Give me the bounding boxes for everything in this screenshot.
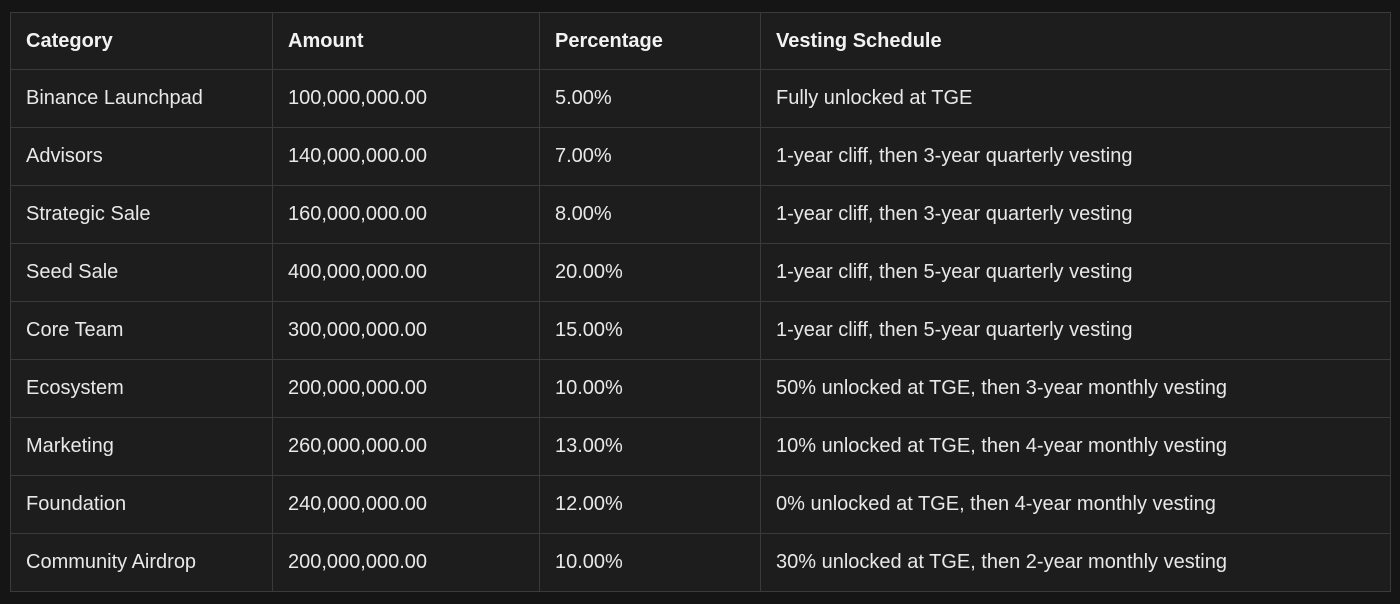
table-row: Seed Sale 400,000,000.00 20.00% 1-year c… xyxy=(10,243,1391,302)
table-row: Binance Launchpad 100,000,000.00 5.00% F… xyxy=(10,69,1391,128)
cell-vesting: 1-year cliff, then 5-year quarterly vest… xyxy=(760,243,1391,302)
cell-percentage: 7.00% xyxy=(539,127,761,186)
cell-vesting: Fully unlocked at TGE xyxy=(760,69,1391,128)
column-header-vesting: Vesting Schedule xyxy=(760,12,1391,70)
cell-amount: 400,000,000.00 xyxy=(272,243,540,302)
cell-category: Core Team xyxy=(10,301,273,360)
column-header-category: Category xyxy=(10,12,273,70)
cell-vesting: 0% unlocked at TGE, then 4-year monthly … xyxy=(760,475,1391,534)
cell-amount: 100,000,000.00 xyxy=(272,69,540,128)
cell-percentage: 15.00% xyxy=(539,301,761,360)
cell-vesting: 50% unlocked at TGE, then 3-year monthly… xyxy=(760,359,1391,418)
cell-vesting: 1-year cliff, then 5-year quarterly vest… xyxy=(760,301,1391,360)
cell-category: Seed Sale xyxy=(10,243,273,302)
table-row: Core Team 300,000,000.00 15.00% 1-year c… xyxy=(10,301,1391,360)
cell-amount: 240,000,000.00 xyxy=(272,475,540,534)
cell-category: Advisors xyxy=(10,127,273,186)
cell-vesting: 10% unlocked at TGE, then 4-year monthly… xyxy=(760,417,1391,476)
table-row: Foundation 240,000,000.00 12.00% 0% unlo… xyxy=(10,475,1391,534)
cell-percentage: 5.00% xyxy=(539,69,761,128)
table-row: Advisors 140,000,000.00 7.00% 1-year cli… xyxy=(10,127,1391,186)
cell-amount: 300,000,000.00 xyxy=(272,301,540,360)
cell-category: Ecosystem xyxy=(10,359,273,418)
cell-amount: 140,000,000.00 xyxy=(272,127,540,186)
token-vesting-table: Category Amount Percentage Vesting Sched… xyxy=(10,12,1391,592)
cell-percentage: 10.00% xyxy=(539,359,761,418)
cell-percentage: 13.00% xyxy=(539,417,761,476)
table-body: Binance Launchpad 100,000,000.00 5.00% F… xyxy=(10,69,1391,592)
cell-vesting: 30% unlocked at TGE, then 2-year monthly… xyxy=(760,533,1391,592)
cell-percentage: 20.00% xyxy=(539,243,761,302)
table-row: Marketing 260,000,000.00 13.00% 10% unlo… xyxy=(10,417,1391,476)
column-header-percentage: Percentage xyxy=(539,12,761,70)
cell-percentage: 12.00% xyxy=(539,475,761,534)
cell-category: Binance Launchpad xyxy=(10,69,273,128)
table-header: Category Amount Percentage Vesting Sched… xyxy=(10,12,1391,70)
cell-vesting: 1-year cliff, then 3-year quarterly vest… xyxy=(760,127,1391,186)
cell-category: Strategic Sale xyxy=(10,185,273,244)
cell-category: Marketing xyxy=(10,417,273,476)
cell-category: Foundation xyxy=(10,475,273,534)
cell-amount: 160,000,000.00 xyxy=(272,185,540,244)
cell-amount: 200,000,000.00 xyxy=(272,359,540,418)
cell-amount: 200,000,000.00 xyxy=(272,533,540,592)
column-header-amount: Amount xyxy=(272,12,540,70)
cell-percentage: 8.00% xyxy=(539,185,761,244)
table-row: Community Airdrop 200,000,000.00 10.00% … xyxy=(10,533,1391,592)
table-row: Strategic Sale 160,000,000.00 8.00% 1-ye… xyxy=(10,185,1391,244)
header-row: Category Amount Percentage Vesting Sched… xyxy=(10,12,1391,70)
cell-amount: 260,000,000.00 xyxy=(272,417,540,476)
cell-vesting: 1-year cliff, then 3-year quarterly vest… xyxy=(760,185,1391,244)
cell-percentage: 10.00% xyxy=(539,533,761,592)
table-row: Ecosystem 200,000,000.00 10.00% 50% unlo… xyxy=(10,359,1391,418)
cell-category: Community Airdrop xyxy=(10,533,273,592)
